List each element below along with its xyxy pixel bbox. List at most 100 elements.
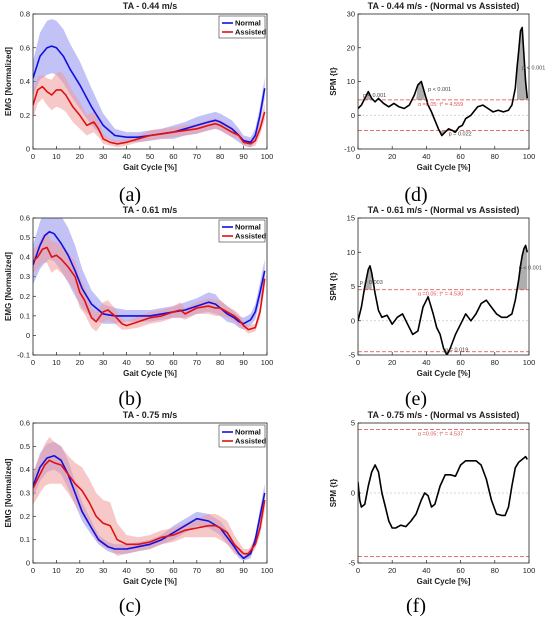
p-value-label: p = 0.003 [360,280,383,286]
legend-entry: Normal [235,428,261,437]
y-tick-label: 0.3 [20,272,30,281]
x-tick-label: 40 [122,358,130,367]
x-tick-label: 60 [169,358,177,367]
x-tick-label: 20 [388,358,396,367]
y-tick-label: 0.6 [20,43,30,52]
y-tick-label: 0.4 [20,77,30,86]
axes-frame [357,422,530,564]
spm-curve [358,26,529,137]
y-axis-label: EMG [Normalized] [4,47,13,116]
y-tick-label: 0 [351,316,355,325]
legend-entry: Assisted [235,437,267,446]
y-tick-label: -0.1 [17,351,30,360]
p-value-label: p < 0.001 [428,87,451,93]
x-tick-label: 100 [523,358,536,367]
x-axis-label: Gait Cycle [%] [123,163,177,172]
chart-d: TA - 0.44 m/s - (Normal vs Assisted) Gait… [329,1,545,172]
x-tick-label: 90 [239,358,247,367]
x-tick-label: 20 [76,566,84,575]
significant-cluster [515,245,528,290]
chart-a: TA - 0.44 m/s Gait Cycle [%] EMG [Normaliz… [4,1,273,172]
y-tick-label: 0.2 [20,111,30,120]
chart-b: TA - 0.61 m/s Gait Cycle [%] EMG [Normaliz… [4,205,273,378]
y-tick-label: 15 [347,214,355,223]
y-tick-label: 0.3 [20,489,30,498]
plot-area [33,437,266,561]
chart-title: TA - 0.75 m/s - (Normal vs Assisted) [368,410,520,420]
legend-entry: Assisted [235,28,267,37]
y-tick-label: 0 [351,111,355,120]
legend-entry: Normal [235,223,261,232]
x-tick-label: 50 [146,358,154,367]
x-tick-label: 0 [356,152,360,161]
x-axis-label: Gait Cycle [%] [123,369,177,378]
plot-area [33,218,266,334]
spm-curve [358,455,528,529]
x-tick-label: 60 [169,566,177,575]
y-tick-label: 0.6 [20,419,30,428]
x-tick-label: 60 [169,152,177,161]
spm-curve [358,244,529,355]
x-tick-label: 80 [216,358,224,367]
y-tick-label: 0 [351,489,355,498]
x-tick-label: 0 [31,566,35,575]
x-tick-label: 90 [239,566,247,575]
x-tick-label: 0 [356,566,360,575]
chart-f: TA - 0.75 m/s - (Normal vs Assisted) Gait… [329,410,535,586]
x-tick-label: 90 [239,152,247,161]
y-tick-label: 0.4 [20,465,30,474]
x-tick-label: 30 [99,358,107,367]
p-value-label: p < 0.001 [363,93,386,99]
x-tick-label: 70 [193,152,201,161]
panel-label-a: (a) [119,184,141,206]
x-tick-label: 50 [146,152,154,161]
plot-area [358,429,529,557]
x-tick-label: 20 [76,358,84,367]
plot-area [33,19,266,148]
threshold-label: α =0.05: t* = 4.559 [418,102,463,108]
x-tick-label: 20 [76,152,84,161]
plot-area [358,26,529,137]
y-tick-label: -10 [344,145,355,154]
series-band-normal [33,441,265,561]
chart-title: TA - 0.61 m/s [123,205,178,215]
x-tick-label: 30 [99,152,107,161]
axes-frame [357,217,530,356]
axes-frame [32,422,268,564]
y-axis-label: EMG [Normalized] [4,252,13,321]
threshold-label: α =0.05: t* = 4.537 [418,431,463,437]
y-axis-label: SPM {t} [329,479,338,507]
x-tick-label: 40 [422,566,430,575]
y-tick-label: 0.2 [20,292,30,301]
y-tick-label: 10 [347,248,355,257]
x-axis-label: Gait Cycle [%] [417,163,471,172]
panel-label-c: (c) [119,595,141,617]
x-tick-label: 80 [491,566,499,575]
p-value-label: p < 0.001 [519,265,542,271]
series-line-normal [33,454,266,560]
series-line-assisted [33,459,266,555]
significant-cluster [363,265,372,290]
x-tick-label: 70 [193,358,201,367]
p-value-label: p = 0.019 [445,348,468,354]
series-band-assisted [33,71,265,148]
panel-label-d: (d) [404,184,427,206]
x-tick-label: 40 [422,358,430,367]
axes-frame [357,13,530,150]
y-axis-label: SPM {t} [329,272,338,300]
x-tick-label: 60 [456,358,464,367]
y-tick-label: 30 [347,10,355,19]
series-line-assisted [33,85,266,145]
x-tick-label: 30 [99,566,107,575]
significant-cluster [358,91,372,100]
x-axis-label: Gait Cycle [%] [417,577,471,586]
y-tick-label: 0 [26,331,30,340]
y-tick-label: 5 [351,419,355,428]
x-tick-label: 40 [422,152,430,161]
x-tick-label: 100 [261,566,274,575]
y-tick-label: 20 [347,43,355,52]
x-tick-label: 0 [31,152,35,161]
